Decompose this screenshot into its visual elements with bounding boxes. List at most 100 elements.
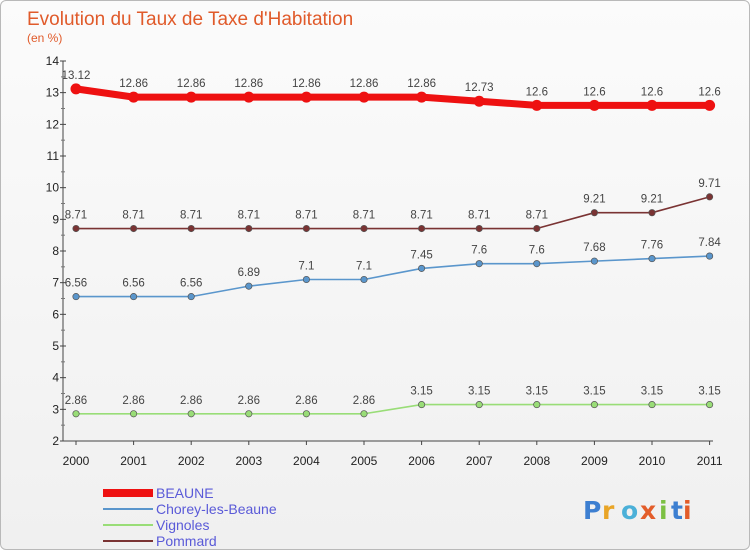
data-label: 7.1 — [298, 261, 314, 273]
data-label: 7.68 — [583, 242, 605, 254]
logo-letter: t — [671, 496, 683, 525]
axes: 2 3 4 5 6 7 8 9 10 11 12 13 14 2000 2001 2002 2003 2004 20… — [46, 54, 723, 468]
data-label: 2.86 — [122, 395, 144, 407]
data-label: 7.1 — [356, 261, 372, 273]
logo-letter: P — [583, 496, 601, 525]
data-point — [358, 91, 370, 103]
data-label: 6.89 — [238, 267, 260, 279]
data-label: 12.86 — [177, 78, 206, 90]
data-point — [302, 275, 310, 284]
x-tick-label: 2010 — [639, 454, 666, 468]
data-point — [706, 252, 714, 260]
data-point — [245, 282, 253, 290]
legend-label: Pommard — [156, 533, 217, 549]
data-label: 8.71 — [410, 210, 432, 222]
data-point — [704, 99, 716, 111]
x-tick-label: 2009 — [581, 454, 608, 468]
logo-letter: x — [640, 496, 656, 525]
legend-label: Vignoles — [156, 517, 209, 533]
data-point — [245, 410, 253, 418]
data-label: 8.71 — [65, 210, 87, 222]
x-tick-label: 2001 — [120, 454, 147, 468]
y-tick-label: 14 — [46, 54, 60, 68]
data-point — [72, 293, 80, 301]
data-point — [646, 99, 658, 111]
x-tick-label: 2011 — [697, 454, 723, 468]
series-layer — [70, 83, 716, 418]
data-label: 2.86 — [238, 395, 260, 407]
data-label: 9.21 — [583, 194, 605, 206]
logo-letter: o — [621, 496, 638, 525]
data-label: 12.86 — [292, 78, 321, 90]
data-label: 2.86 — [180, 395, 202, 407]
y-tick-label: 13 — [46, 86, 60, 100]
data-point — [416, 91, 428, 103]
data-point — [243, 91, 255, 103]
data-label: 12.6 — [583, 86, 605, 98]
data-label: 8.71 — [526, 210, 548, 222]
data-point — [130, 293, 138, 301]
data-point — [70, 83, 82, 95]
x-tick-label: 2003 — [235, 454, 262, 468]
data-point — [187, 410, 195, 418]
data-label: 12.73 — [465, 82, 494, 94]
data-point — [706, 401, 714, 409]
data-label: 8.71 — [122, 210, 144, 222]
data-label: 12.6 — [698, 86, 720, 98]
data-point — [418, 264, 426, 272]
data-label: 12.6 — [641, 86, 663, 98]
data-point — [590, 209, 598, 217]
data-point — [418, 401, 426, 409]
data-point — [590, 401, 598, 409]
data-label: 2.86 — [295, 395, 317, 407]
series-line-vignoles — [75, 403, 711, 415]
data-point — [130, 410, 138, 418]
y-tick-label: 2 — [52, 434, 59, 448]
y-tick-label: 11 — [47, 149, 60, 163]
data-point — [588, 99, 600, 111]
x-tick-label: 2008 — [523, 454, 550, 468]
data-point — [475, 260, 483, 268]
y-tick-label: 7 — [52, 276, 59, 290]
logo-letter: i — [683, 496, 692, 525]
y-tick-label: 8 — [52, 244, 59, 258]
series-line-chorey-les-beaune — [75, 255, 711, 298]
logo-letter: r — [602, 496, 615, 525]
data-label: 12.6 — [526, 86, 548, 98]
y-tick-label: 6 — [52, 307, 59, 321]
data-point — [533, 401, 541, 409]
data-label: 7.6 — [471, 245, 487, 257]
data-point — [245, 224, 253, 233]
y-tick-label: 9 — [52, 212, 59, 226]
data-point — [648, 401, 656, 409]
data-label: 8.71 — [180, 210, 202, 222]
data-label: 12.86 — [407, 78, 436, 90]
data-point — [706, 193, 714, 201]
data-point — [72, 410, 80, 418]
data-point — [128, 91, 140, 103]
data-point — [300, 91, 312, 103]
chart-subtitle: (en %) — [27, 31, 62, 45]
data-label: 3.15 — [410, 386, 432, 398]
data-point — [187, 224, 195, 233]
data-point — [648, 255, 656, 263]
data-label: 7.45 — [410, 249, 432, 261]
data-label: 8.71 — [238, 210, 260, 222]
chart-title: Evolution du Taux de Taxe d'Habitation — [27, 9, 353, 30]
data-label: 3.15 — [641, 386, 663, 398]
y-tick-label: 3 — [52, 402, 59, 416]
data-label: 2.86 — [353, 395, 375, 407]
legend-label: BEAUNE — [156, 485, 214, 501]
legend-label: Chorey-les-Beaune — [156, 501, 277, 517]
series-line-beaune — [72, 85, 714, 109]
series-line-pommard — [75, 196, 711, 230]
data-point — [475, 224, 483, 233]
data-label: 6.56 — [122, 278, 144, 290]
data-label: 8.71 — [468, 210, 490, 222]
data-point — [590, 257, 598, 265]
data-label: 13.12 — [62, 70, 91, 82]
data-point — [302, 410, 310, 418]
data-label: 7.84 — [698, 237, 721, 249]
